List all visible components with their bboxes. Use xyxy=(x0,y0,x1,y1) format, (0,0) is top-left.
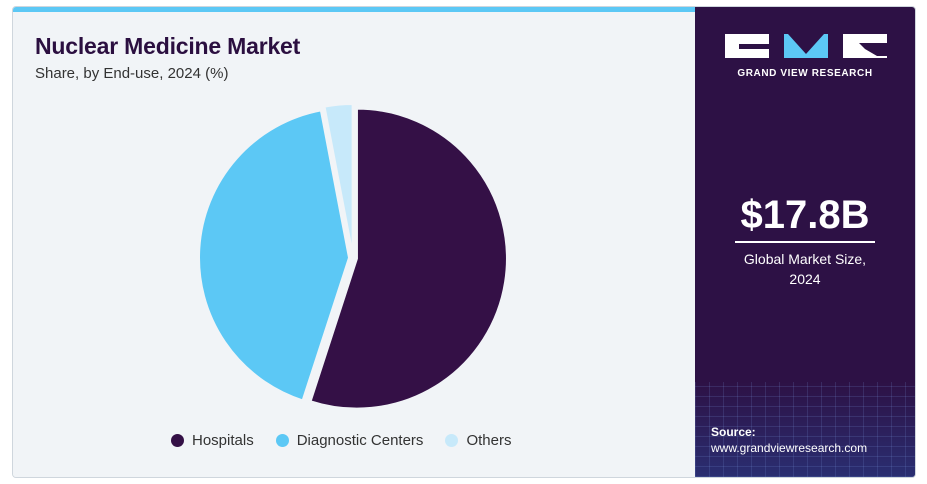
accent-bar xyxy=(13,7,695,12)
pie-slice-diagnostic-centers xyxy=(198,109,351,402)
legend-label-others: Others xyxy=(466,432,512,449)
chart-subtitle: Share, by End-use, 2024 (%) xyxy=(35,65,229,82)
chart-panel: Nuclear Medicine Market Share, by End-us… xyxy=(13,7,695,477)
pie-slices xyxy=(198,103,508,410)
legend-item-diagnostic-centers: Diagnostic Centers xyxy=(275,432,424,449)
source-label: Source: xyxy=(711,425,756,439)
legend-dot-diagnostic-centers xyxy=(275,434,289,447)
chart-card: Nuclear Medicine Market Share, by End-us… xyxy=(12,6,916,478)
market-size-label-line1: Global Market Size, xyxy=(743,251,867,267)
market-size-label-line2: 2024 xyxy=(789,271,821,287)
legend-label-diagnostic-centers: Diagnostic Centers xyxy=(296,432,424,449)
legend-label-hospitals: Hospitals xyxy=(192,432,254,449)
grid-background xyxy=(695,382,915,477)
value-divider xyxy=(735,241,875,243)
legend-item-others: Others xyxy=(445,432,511,449)
chart-legend: Hospitals Diagnostic Centers Others xyxy=(171,432,533,449)
pie-chart xyxy=(198,103,508,410)
info-sidebar: GRAND VIEW RESEARCH $17.8B Global Market… xyxy=(695,7,915,477)
brand-name: GRAND VIEW RESEARCH xyxy=(737,68,873,79)
chart-title: Nuclear Medicine Market xyxy=(35,33,301,59)
market-size-value: $17.8B xyxy=(740,193,870,237)
source-link[interactable]: www.grandviewresearch.com xyxy=(711,441,868,455)
legend-dot-hospitals xyxy=(171,434,184,447)
pie-slice-others xyxy=(323,103,354,255)
gvr-logo-icon xyxy=(725,34,887,58)
market-size-label: Global Market Size, 2024 xyxy=(695,249,915,289)
pie-slice-hospitals xyxy=(309,107,508,410)
legend-dot-others xyxy=(445,434,459,447)
legend-item-hospitals: Hospitals xyxy=(171,432,254,449)
